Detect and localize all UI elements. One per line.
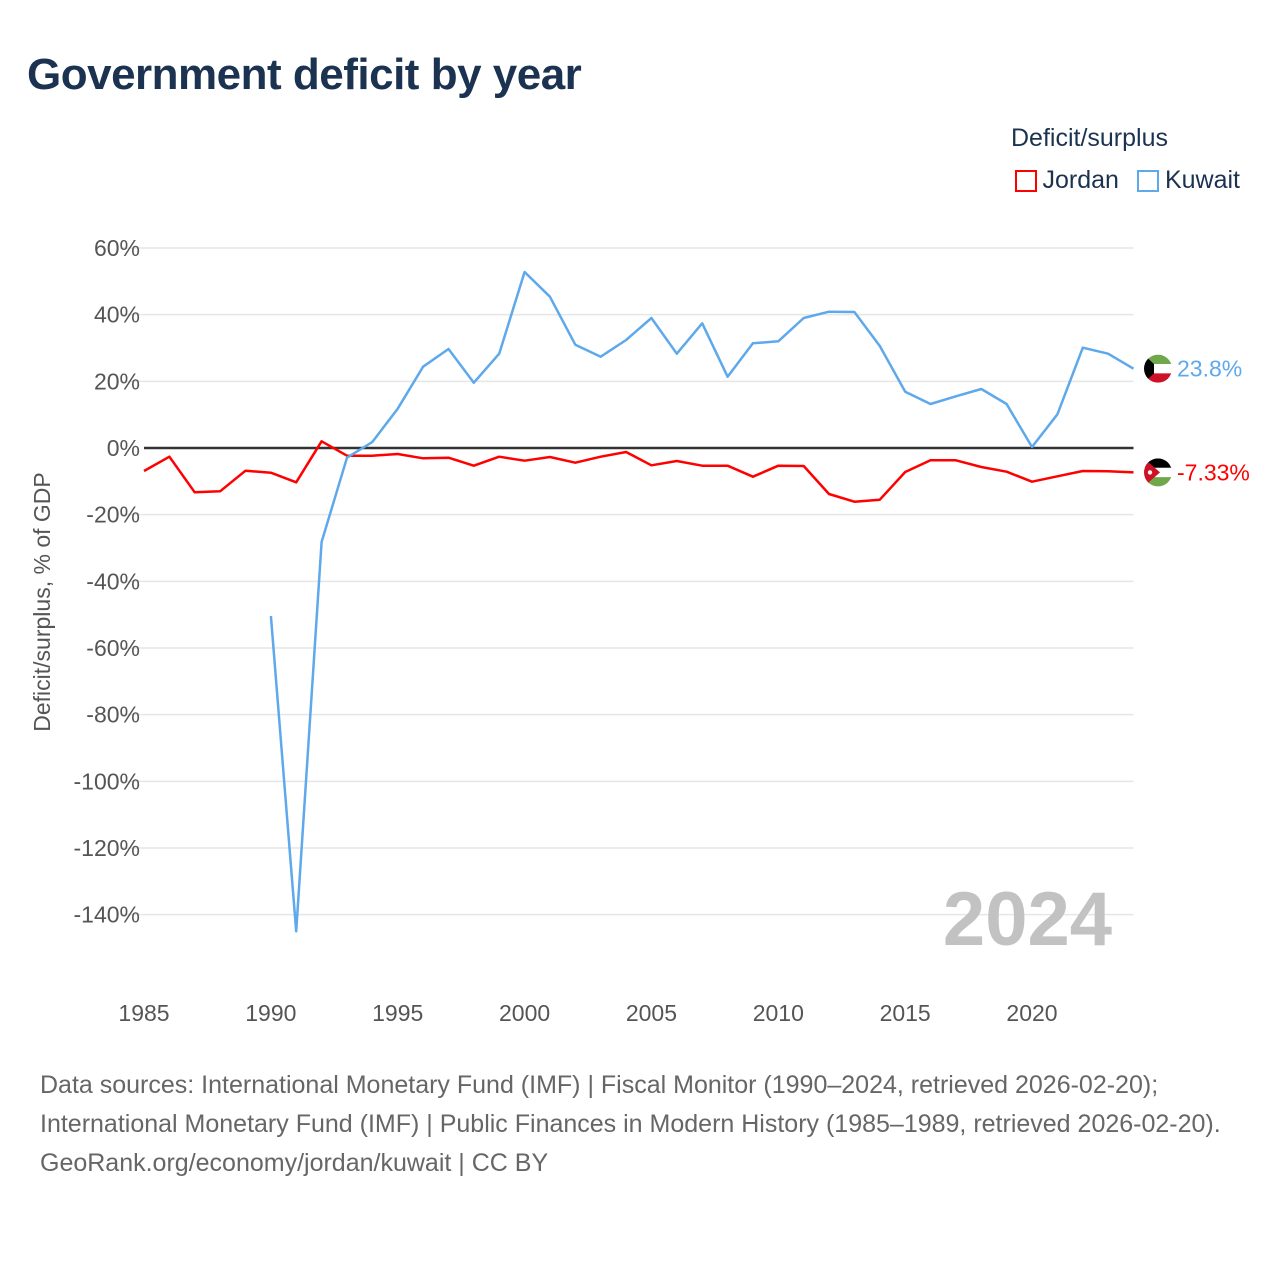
flag-stripe bbox=[1144, 458, 1172, 468]
legend-item-jordan[interactable]: Jordan bbox=[1014, 166, 1119, 195]
kuwait-swatch bbox=[1136, 169, 1159, 192]
flag bbox=[1144, 458, 1172, 487]
y-tick-label: -100% bbox=[74, 768, 140, 794]
x-tick-label: 2010 bbox=[753, 1000, 804, 1026]
x-tick-label: 2005 bbox=[626, 1000, 677, 1026]
x-tick-label: 1985 bbox=[118, 1000, 169, 1026]
y-tick-label: 60% bbox=[94, 235, 140, 261]
legend-label: Jordan bbox=[1042, 166, 1119, 194]
legend-title: Deficit/surplus bbox=[1011, 124, 1168, 152]
jordan-swatch bbox=[1014, 169, 1037, 192]
year-watermark: 2024 bbox=[943, 877, 1112, 962]
footer: Data sources: International Monetary Fun… bbox=[40, 1066, 1240, 1183]
y-tick-label: -140% bbox=[74, 902, 140, 928]
y-tick-label: -40% bbox=[86, 568, 140, 594]
y-tick-label: -80% bbox=[86, 702, 140, 728]
y-tick-label: 20% bbox=[94, 368, 140, 394]
x-tick-label: 1990 bbox=[245, 1000, 296, 1026]
kuwait-flag-icon bbox=[1144, 354, 1172, 383]
flag bbox=[1144, 354, 1172, 383]
jordan-flag-icon bbox=[1144, 458, 1172, 487]
y-tick-label: -60% bbox=[86, 635, 140, 661]
page-title: Government deficit by year bbox=[27, 50, 582, 99]
x-tick-label: 2020 bbox=[1006, 1000, 1057, 1026]
credit-link[interactable]: GeoRank.org/economy/jordan/kuwait | CC B… bbox=[40, 1149, 549, 1177]
y-tick-label: 40% bbox=[94, 302, 140, 328]
x-tick-label: 1995 bbox=[372, 1000, 423, 1026]
series-line-kuwait bbox=[269, 270, 1135, 933]
legend-label: Kuwait bbox=[1164, 166, 1240, 194]
flag-stripe bbox=[1144, 364, 1172, 374]
legend-item-kuwait[interactable]: Kuwait bbox=[1136, 166, 1240, 195]
flag-stripe bbox=[1144, 373, 1172, 383]
data-sources: Data sources: International Monetary Fun… bbox=[40, 1071, 1221, 1138]
y-tick-label: -120% bbox=[74, 835, 140, 861]
end-value-label: 23.8% bbox=[1177, 356, 1242, 382]
series-line-jordan bbox=[143, 440, 1134, 503]
x-tick-label: 2000 bbox=[499, 1000, 550, 1026]
line-chart: 60% 40% 20% 0% -20% -40% -60% -80% -100% -120% -14… bbox=[29, 235, 1250, 1026]
flag-star bbox=[1147, 470, 1153, 475]
legend: Jordan Kuwait bbox=[1014, 166, 1240, 195]
x-tick-label: 2015 bbox=[880, 1000, 931, 1026]
y-tick-label: -20% bbox=[86, 502, 140, 528]
flag-stripe bbox=[1144, 354, 1172, 365]
y-axis-label: Deficit/surplus, % of GDP bbox=[29, 472, 55, 731]
flag-stripe bbox=[1144, 477, 1172, 487]
end-value-label: -7.33% bbox=[1177, 459, 1250, 485]
y-tick-label: 0% bbox=[107, 435, 140, 461]
flag-triangle bbox=[1144, 354, 1154, 383]
